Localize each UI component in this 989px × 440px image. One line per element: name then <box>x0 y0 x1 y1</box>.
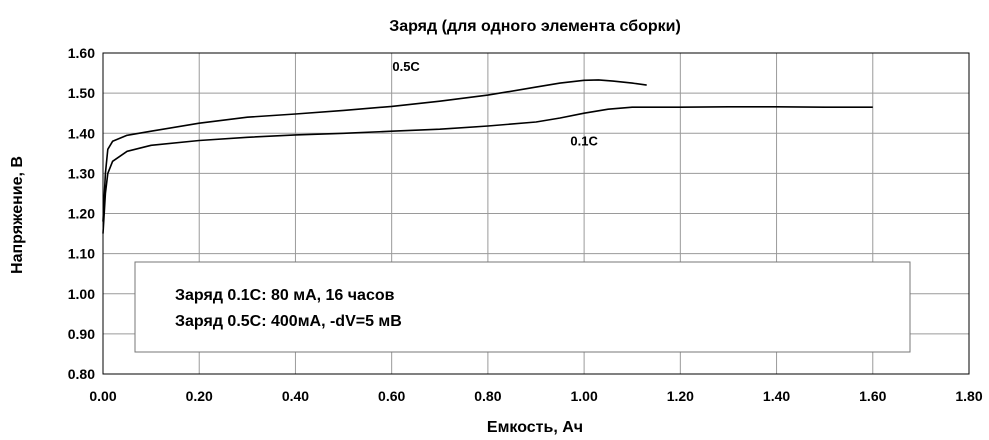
x-tick-label: 0.60 <box>378 388 405 404</box>
y-tick-label: 1.40 <box>68 125 95 141</box>
series-lines <box>102 79 873 234</box>
tick-labels: 0.00 0.20 0.40 0.60 0.80 1.00 1.20 1.40 1.60 1.80… <box>68 45 983 404</box>
x-tick-label: 1.40 <box>763 388 790 404</box>
y-tick-label: 0.80 <box>68 366 95 382</box>
annotation-line-1: Заряд 0.1С: 80 мА, 16 часов <box>175 287 395 304</box>
series-label-01C: 0.1C <box>570 133 598 148</box>
series-line-05C <box>102 79 647 222</box>
series-line-01C <box>102 106 873 234</box>
y-axis-title: Напряжение, В <box>9 156 26 274</box>
x-axis-title: Емкость, Ач <box>487 419 583 436</box>
y-tick-label: 1.00 <box>68 286 95 302</box>
series-label-05C: 0.5C <box>392 59 420 74</box>
x-tick-label: 0.20 <box>186 388 213 404</box>
y-tick-label: 1.20 <box>68 206 95 222</box>
annotation-box: Заряд 0.1С: 80 мА, 16 часов Заряд 0.5С: … <box>134 261 911 353</box>
y-tick-label: 1.30 <box>68 165 95 181</box>
y-tick-label: 1.50 <box>68 85 95 101</box>
x-tick-label: 1.80 <box>955 388 982 404</box>
y-tick-label: 1.60 <box>68 45 95 61</box>
annotation-box-frame <box>134 261 911 353</box>
x-tick-label: 1.20 <box>667 388 694 404</box>
annotation-line-2: Заряд 0.5С: 400мА, -dV=5 мВ <box>175 313 402 330</box>
x-tick-label: 1.60 <box>859 388 886 404</box>
x-tick-label: 1.00 <box>570 388 597 404</box>
series-labels: 0.5C 0.1C <box>392 59 598 148</box>
x-tick-label: 0.40 <box>282 388 309 404</box>
x-tick-label: 0.80 <box>474 388 501 404</box>
chart-title: Заряд (для одного элемента сборки) <box>389 18 681 35</box>
x-tick-label: 0.00 <box>89 388 116 404</box>
y-tick-label: 1.10 <box>68 246 95 262</box>
plot-frame <box>102 52 970 375</box>
y-tick-label: 0.90 <box>68 326 95 342</box>
